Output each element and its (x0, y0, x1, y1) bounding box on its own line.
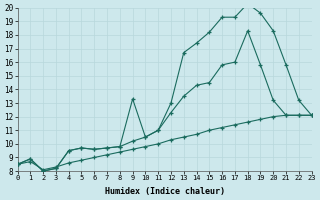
X-axis label: Humidex (Indice chaleur): Humidex (Indice chaleur) (105, 187, 225, 196)
